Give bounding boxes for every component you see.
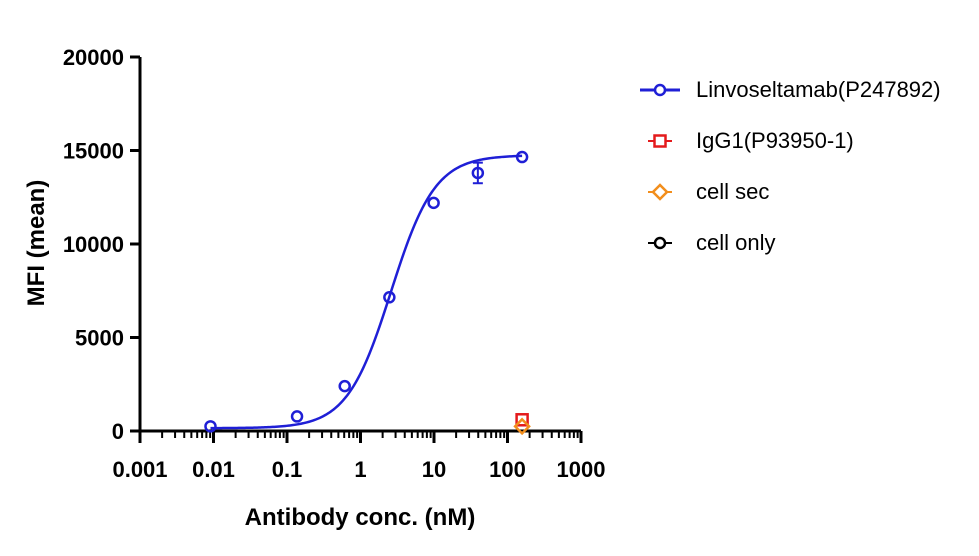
legend-label: Linvoseltamab(P247892) — [696, 76, 941, 102]
x-axis-label: Antibody conc. (nM) — [245, 504, 476, 531]
legend-item-igg1: IgG1(P93950-1) — [640, 115, 941, 166]
x-tick-label: 10 — [422, 457, 446, 482]
y-tick-label: 10000 — [63, 232, 124, 257]
y-tick-label: 15000 — [63, 139, 124, 164]
fit-curves — [210, 154, 523, 430]
legend-item-linvoseltamab: Linvoseltamab(P247892) — [640, 64, 941, 115]
data-points — [204, 150, 531, 436]
y-tick-label: 5000 — [75, 326, 124, 351]
legend-marker-diamond-icon — [648, 182, 672, 201]
data-point-square — [515, 413, 529, 427]
legend-label: cell only — [696, 229, 776, 255]
legend: Linvoseltamab(P247892) IgG1(P93950-1) ce… — [640, 64, 941, 268]
data-point-circle — [338, 379, 351, 393]
data-point-circle — [204, 420, 217, 433]
legend-marker-circle-icon — [640, 83, 680, 96]
data-point-circle — [515, 150, 529, 164]
data-point-circle — [383, 291, 396, 304]
legend-label: cell sec — [696, 178, 770, 204]
legend-item-cell-sec: cell sec — [640, 166, 941, 217]
data-point-circle — [290, 410, 304, 423]
data-point-circle — [471, 166, 485, 180]
legend-label: IgG1(P93950-1) — [696, 127, 854, 153]
data-point-circle — [427, 196, 440, 210]
y-axis-label: MFI (mean) — [23, 180, 50, 307]
legend-marker-circle-icon — [648, 236, 672, 249]
data-point-diamond — [513, 417, 531, 436]
x-tick-label: 1 — [354, 457, 366, 482]
x-tick-label: 1000 — [557, 457, 606, 482]
x-tick-label: 0.01 — [192, 457, 235, 482]
x-tick-label: 100 — [489, 457, 526, 482]
y-tick-label: 20000 — [63, 45, 124, 70]
legend-item-cell-only: cell only — [640, 217, 941, 268]
legend-marker-square-icon — [648, 133, 672, 148]
axes: 0 5000 10000 15000 20000 0.001 0.01 0.1 1 10 100 10… — [63, 45, 606, 482]
fit-curve-0 — [210, 154, 523, 430]
y-tick-label: 0 — [112, 419, 124, 444]
x-tick-label: 0.001 — [112, 457, 167, 482]
x-tick-label: 0.1 — [272, 457, 303, 482]
